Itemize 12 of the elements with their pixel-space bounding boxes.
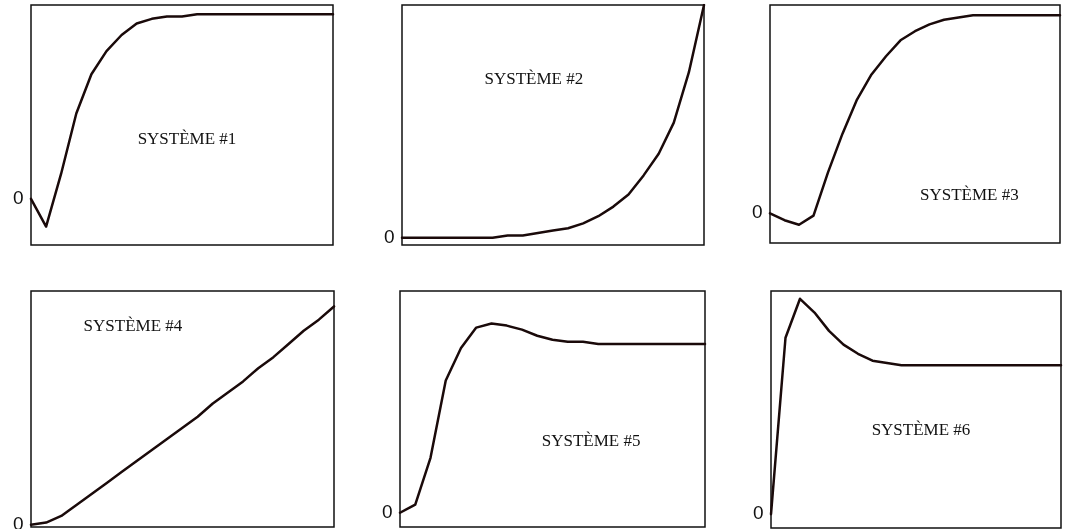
text: SYSTÈME #5 [541,431,641,451]
text: 0 [384,225,395,247]
text: 0 [752,201,763,223]
text: 0 [382,500,393,522]
text: SYSTÈME #1 [137,128,237,148]
text: 0 [753,502,764,524]
text: SYSTÈME #6 [871,420,971,440]
text: SYSTÈME #3 [919,184,1019,204]
text: 0 [13,512,24,531]
text: SYSTÈME #2 [484,68,584,88]
text: 0 [13,186,24,208]
text: SYSTÈME #4 [83,315,183,335]
